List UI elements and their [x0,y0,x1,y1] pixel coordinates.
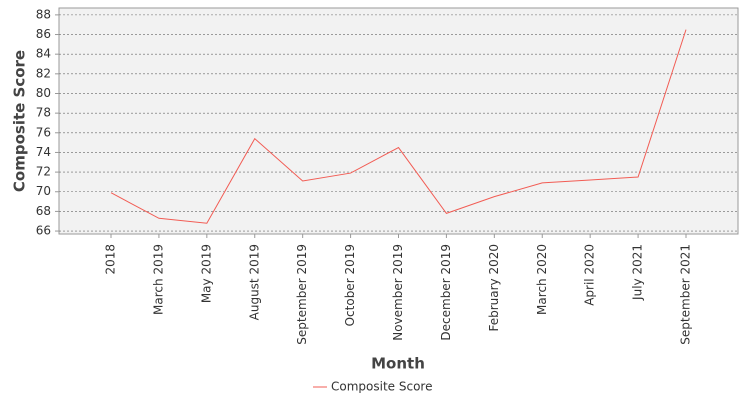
x-tick-label: April 2020 [583,244,597,306]
x-tick-label: September 2021 [679,244,693,345]
x-axis-title: Month [371,355,425,373]
y-tick-label: 78 [36,106,51,120]
y-tick-label: 88 [36,7,51,21]
y-tick-label: 82 [36,66,51,80]
x-tick-label: July 2021 [631,244,645,301]
y-tick-label: 76 [36,125,51,139]
legend-label: Composite Score [331,380,432,394]
y-axis-title: Composite Score [11,50,29,192]
x-tick-label: September 2019 [295,244,309,345]
plot-area [58,7,739,235]
y-tick-label: 84 [36,47,51,61]
x-tick-label: August 2019 [247,244,261,320]
x-tick-label: 2018 [104,244,118,275]
x-tick-label: March 2020 [535,244,549,315]
y-tick-label: 68 [36,204,51,218]
x-tick-label: February 2020 [487,244,501,332]
x-tick-label: March 2019 [151,244,165,315]
y-tick-label: 72 [36,165,51,179]
y-tick-label: 66 [36,224,51,238]
series-line [110,29,687,224]
y-tick-label: 74 [36,145,51,159]
x-tick-label: May 2019 [199,244,213,303]
y-tick-label: 80 [36,86,51,100]
y-tick-label: 70 [36,184,51,198]
x-tick-label: December 2019 [439,244,453,341]
x-tick-label: October 2019 [343,244,357,326]
y-tick-label: 86 [36,27,51,41]
x-tick-label: November 2019 [391,244,405,341]
